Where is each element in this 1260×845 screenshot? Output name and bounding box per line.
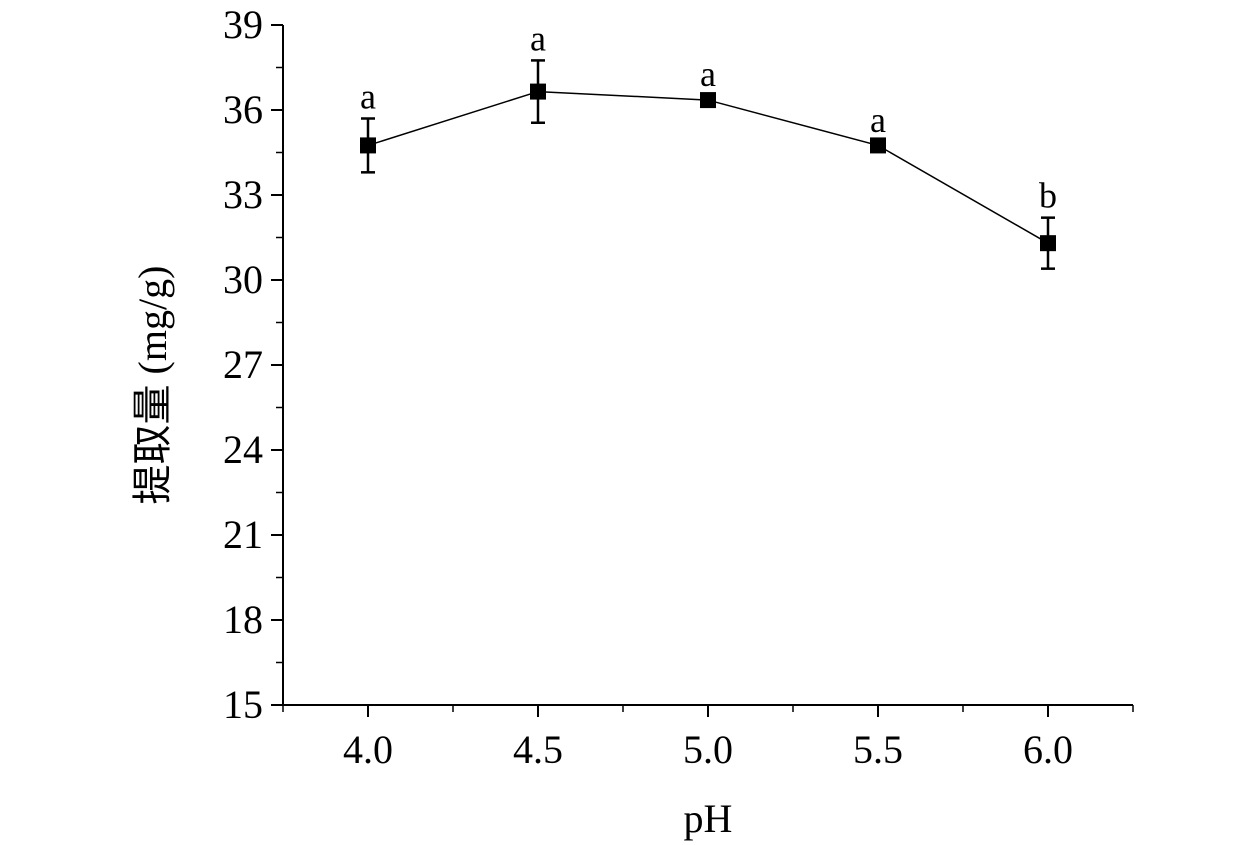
y-tick-label: 27 (223, 342, 263, 387)
x-tick-label: 4.0 (343, 727, 393, 772)
y-tick-label: 39 (223, 2, 263, 47)
y-tick-label: 36 (223, 87, 263, 132)
axes: 15 18 21 24 27 30 33 36 39 4.0 4.5 5.0 5.5 6.0 (223, 2, 1134, 772)
y-axis-title: 提取量 (mg/g) (130, 266, 175, 505)
data-point (870, 137, 886, 154)
data-point (1040, 235, 1056, 252)
significance-label: a (700, 54, 716, 94)
significance-label: a (530, 18, 546, 58)
x-tick-label: 5.0 (683, 727, 733, 772)
data-point (360, 137, 376, 154)
x-axis-title: pH (684, 796, 733, 841)
x-tick-label: 6.0 (1023, 727, 1073, 772)
series: a a a a b (360, 18, 1057, 270)
y-tick-label: 30 (223, 257, 263, 302)
significance-label: b (1039, 176, 1057, 216)
x-tick-label: 4.5 (513, 727, 563, 772)
data-point (530, 83, 546, 100)
y-tick-label: 21 (223, 512, 263, 557)
y-tick-label: 33 (223, 172, 263, 217)
x-tick-label: 5.5 (853, 727, 903, 772)
y-tick-label: 18 (223, 597, 263, 642)
significance-label: a (870, 100, 886, 140)
y-tick-label: 24 (223, 427, 263, 472)
significance-label: a (360, 77, 376, 117)
data-point (700, 92, 716, 109)
series-line (367, 90, 1049, 244)
y-tick-label: 15 (223, 682, 263, 727)
